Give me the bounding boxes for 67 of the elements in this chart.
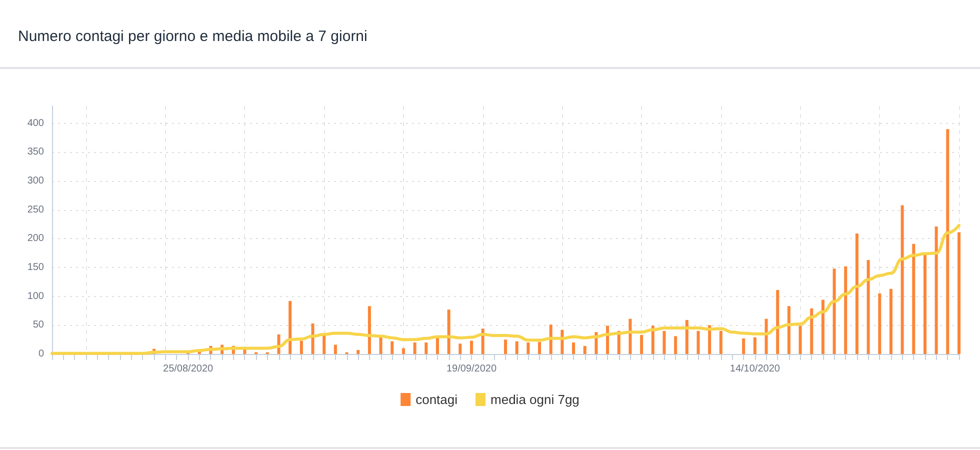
bar bbox=[889, 288, 892, 354]
bar bbox=[866, 260, 870, 354]
bar bbox=[798, 326, 802, 354]
bar bbox=[526, 342, 530, 354]
bar bbox=[356, 350, 360, 354]
bar bbox=[787, 306, 790, 354]
bar bbox=[334, 344, 337, 354]
legend-label: contagi bbox=[416, 392, 458, 407]
bar bbox=[855, 233, 858, 354]
bar bbox=[390, 341, 394, 354]
bar bbox=[515, 341, 518, 354]
y-tick-label: 100 bbox=[27, 290, 44, 302]
y-tick-label: 300 bbox=[27, 175, 44, 186]
bar bbox=[764, 318, 768, 354]
x-tick-label: 19/09/2020 bbox=[446, 364, 497, 374]
bar bbox=[368, 306, 371, 354]
bar bbox=[288, 300, 292, 354]
y-tick-label: 150 bbox=[27, 262, 44, 273]
bar bbox=[538, 342, 542, 354]
bar bbox=[402, 348, 405, 354]
bar bbox=[628, 318, 632, 354]
bar bbox=[753, 337, 756, 354]
bar bbox=[674, 336, 678, 354]
bar bbox=[311, 323, 314, 354]
y-tick-label: 50 bbox=[32, 320, 44, 331]
y-tick-label: 350 bbox=[27, 146, 44, 158]
bar bbox=[572, 342, 576, 354]
bar bbox=[776, 290, 780, 354]
bar bbox=[923, 254, 926, 354]
bar bbox=[958, 232, 960, 354]
chart-title: Numero contagi per giorno e media mobile a 7 giorni bbox=[18, 28, 368, 45]
y-tick-label: 0 bbox=[38, 348, 44, 360]
bar bbox=[470, 340, 473, 354]
bar bbox=[447, 310, 450, 354]
bar bbox=[651, 326, 654, 354]
x-tick-label: 25/08/2020 bbox=[163, 364, 214, 374]
bar bbox=[719, 330, 722, 354]
bar bbox=[662, 330, 666, 354]
x-tick-label: 14/10/2020 bbox=[730, 364, 780, 374]
bar bbox=[742, 338, 746, 354]
bar bbox=[504, 340, 507, 354]
bar bbox=[810, 308, 814, 354]
bar bbox=[844, 266, 848, 354]
bar bbox=[912, 244, 916, 354]
bar bbox=[640, 334, 644, 354]
bar bbox=[424, 342, 428, 354]
bar bbox=[696, 330, 700, 354]
bar bbox=[900, 205, 904, 354]
bar bbox=[832, 268, 836, 354]
y-tick-label: 400 bbox=[27, 118, 44, 129]
y-tick-label: 200 bbox=[27, 233, 44, 244]
bar bbox=[821, 300, 824, 354]
bar bbox=[583, 346, 586, 354]
bar bbox=[685, 320, 688, 354]
bar bbox=[934, 226, 938, 354]
bar bbox=[946, 129, 950, 354]
bar bbox=[413, 342, 416, 354]
bar bbox=[708, 325, 712, 354]
bar bbox=[300, 340, 303, 354]
bar bbox=[379, 337, 382, 354]
y-tick-label: 250 bbox=[27, 204, 44, 216]
bar bbox=[549, 324, 552, 354]
bar bbox=[436, 337, 439, 354]
bar bbox=[322, 334, 326, 354]
bar bbox=[458, 344, 462, 354]
legend-label: media ogni 7gg bbox=[490, 392, 580, 407]
bar bbox=[878, 293, 882, 354]
